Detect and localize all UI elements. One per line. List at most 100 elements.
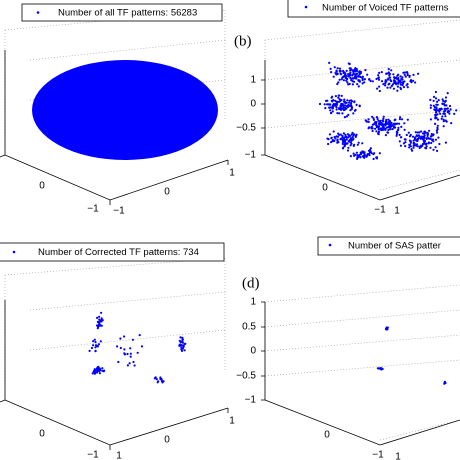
scatter-point [400,118,404,121]
scatter-point [359,153,362,156]
scatter-point [388,76,392,79]
scatter-point [384,134,387,137]
scatter-point [429,104,432,107]
scatter-point [337,81,340,84]
scatter-point [338,69,341,72]
tick-label: 0 [39,181,45,192]
scatter-point [353,68,356,71]
scatter-point [338,112,341,115]
scatter-point [409,140,412,143]
scatter-point [419,144,423,147]
scatter-point [393,126,396,129]
scatter-point [180,346,183,349]
scatter-point [440,117,443,120]
scatter-point [123,335,126,338]
scatter-point [436,100,439,103]
scatter-point [140,345,144,348]
scatter-point [328,61,331,64]
scatter-point [350,106,354,109]
scatter-point [426,133,429,136]
scatter-point [385,126,388,129]
scatter-point [364,119,367,122]
scatter-point [389,78,392,82]
scatter-point [384,84,387,87]
scatter-point [409,80,412,83]
scatter-point [119,337,122,340]
scatter-point [436,126,439,129]
scatter-point [375,156,379,159]
tick-label: 1 [394,206,400,217]
scatter-point [379,367,382,370]
scatter-point [96,316,99,319]
scatter-point [346,142,349,145]
scatter-point [365,155,368,158]
scatter-point [436,131,439,134]
scatter-point [335,73,338,76]
scatter-point [352,112,355,115]
scatter-point [380,123,383,126]
scatter-point [355,68,358,71]
scatter-point [133,364,136,367]
scatter-point [356,156,360,159]
scatter-point [338,67,342,70]
scatter-point [371,80,374,83]
scatter-point [418,134,421,138]
scatter-point [353,80,356,83]
tick-label: 0 [164,435,170,446]
scatter-point [184,342,187,345]
scatter-point [436,124,439,127]
scatter-point [336,67,339,70]
scatter-point [423,130,426,133]
scatter-point [334,95,337,98]
scatter-point [336,135,340,138]
scatter-point [332,99,335,102]
scatter-point [444,96,448,99]
tick-label: −1 [87,450,99,460]
scatter-point [388,74,391,77]
scatter-point [363,153,366,156]
legend-box [317,236,460,256]
tick-label: −0.5 [236,123,256,134]
scatter-point [377,76,380,79]
scatter-point [336,139,339,142]
scatter-point [434,122,437,125]
scatter-point [341,142,344,145]
scatter-point [421,142,425,146]
scatter-point [425,137,428,140]
scatter-point [342,79,345,82]
scatter-point [412,79,415,82]
scatter-point [358,70,361,73]
scatter-point [402,142,405,145]
scatter-point [444,109,447,112]
scatter-point [348,101,351,104]
scatter-point [327,142,330,146]
scatter-point [350,102,353,105]
scatter-point [351,83,354,86]
scatter-point [340,94,343,97]
tick-label: 1 [229,416,235,427]
scatter-point [418,131,421,134]
scatter-point [329,67,332,70]
scatter-point [129,352,132,355]
scatter-point [372,123,375,126]
scatter-point [396,82,399,85]
scatter-point [97,343,100,346]
scatter-point [434,113,437,117]
scatter-point [406,73,409,77]
scatter-point [444,119,447,122]
point-clouds [32,60,458,385]
scatter-point [337,132,340,135]
tick-label: 0 [324,430,330,441]
scatter-point [336,101,339,104]
scatter-point [408,135,411,138]
scatter-point [434,138,437,141]
scatter-point [96,367,99,370]
scatter-point [442,99,445,103]
scatter-point [352,152,355,155]
scatter-point [350,133,353,136]
scatter-point [408,146,411,149]
scatter-point [378,89,381,93]
tick-label: 1 [116,451,122,460]
scatter-point [395,132,398,136]
scatter-point [98,315,101,318]
